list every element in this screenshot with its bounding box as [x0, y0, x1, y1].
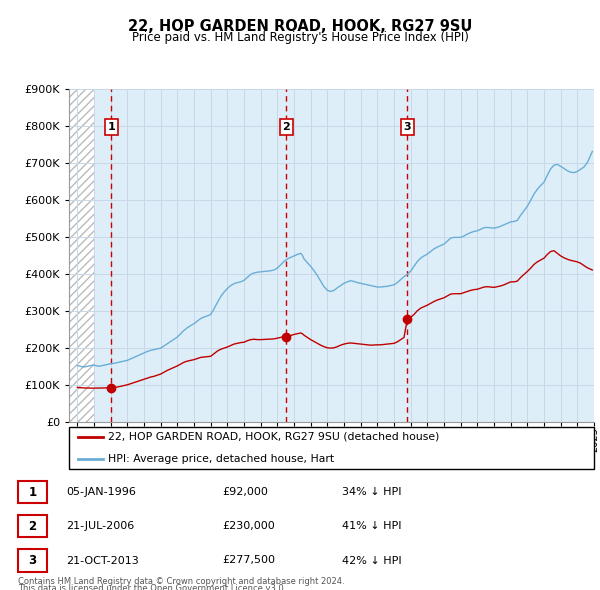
Text: £277,500: £277,500 [222, 556, 275, 565]
Text: 3: 3 [404, 122, 411, 132]
Text: 34% ↓ HPI: 34% ↓ HPI [342, 487, 401, 497]
Text: 05-JAN-1996: 05-JAN-1996 [66, 487, 136, 497]
Text: This data is licensed under the Open Government Licence v3.0.: This data is licensed under the Open Gov… [18, 584, 286, 590]
Text: 42% ↓ HPI: 42% ↓ HPI [342, 556, 401, 565]
Text: HPI: Average price, detached house, Hart: HPI: Average price, detached house, Hart [109, 454, 335, 464]
Text: Contains HM Land Registry data © Crown copyright and database right 2024.: Contains HM Land Registry data © Crown c… [18, 577, 344, 586]
Text: 1: 1 [28, 486, 37, 499]
Bar [69, 88, 94, 422]
Text: 22, HOP GARDEN ROAD, HOOK, RG27 9SU: 22, HOP GARDEN ROAD, HOOK, RG27 9SU [128, 19, 472, 34]
Text: 21-JUL-2006: 21-JUL-2006 [66, 522, 134, 531]
Text: £92,000: £92,000 [222, 487, 268, 497]
Text: Price paid vs. HM Land Registry's House Price Index (HPI): Price paid vs. HM Land Registry's House … [131, 31, 469, 44]
Text: 22, HOP GARDEN ROAD, HOOK, RG27 9SU (detached house): 22, HOP GARDEN ROAD, HOOK, RG27 9SU (det… [109, 432, 440, 442]
Text: 21-OCT-2013: 21-OCT-2013 [66, 556, 139, 565]
FancyBboxPatch shape [69, 427, 594, 469]
Text: 2: 2 [283, 122, 290, 132]
Text: 41% ↓ HPI: 41% ↓ HPI [342, 522, 401, 531]
Text: 2: 2 [28, 520, 37, 533]
Text: £230,000: £230,000 [222, 522, 275, 531]
Text: 1: 1 [107, 122, 115, 132]
Text: 3: 3 [28, 554, 37, 567]
